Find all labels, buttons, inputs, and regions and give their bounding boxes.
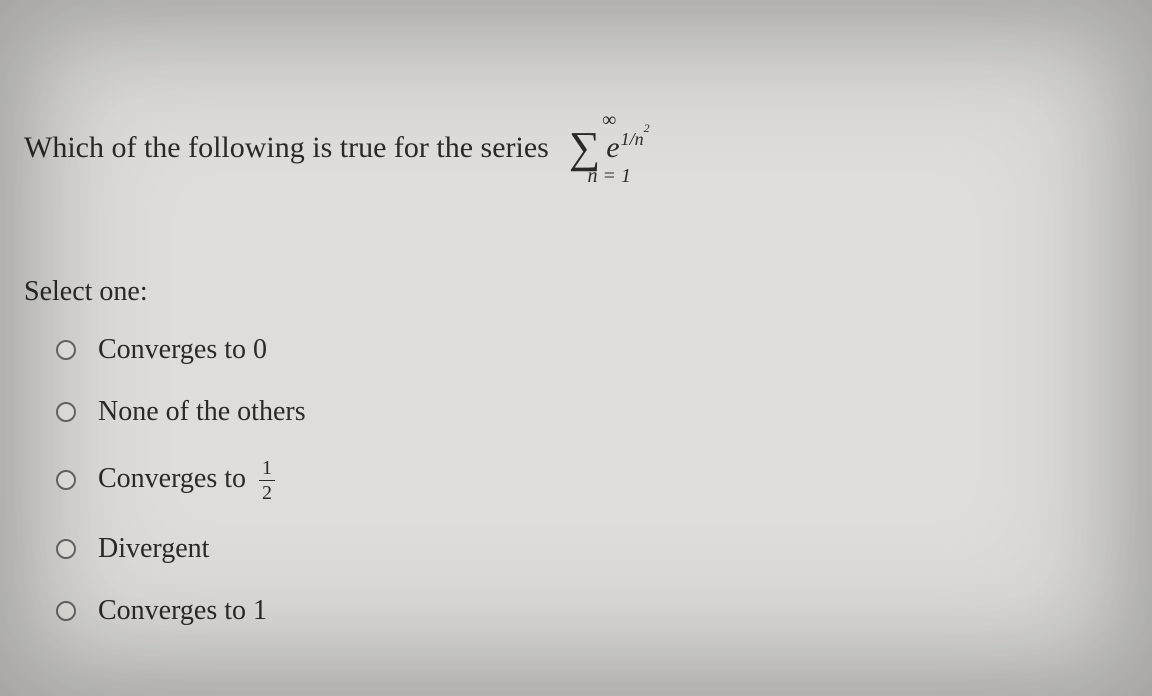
option-d[interactable]: Divergent xyxy=(56,533,1112,565)
option-a-label: Converges to 0 xyxy=(98,334,267,366)
select-one-label: Select one: xyxy=(24,276,1112,308)
option-d-label: Divergent xyxy=(98,533,209,565)
question-line: Which of the following is true for the s… xyxy=(24,110,1112,186)
sum-upper-limit: ∞ xyxy=(602,110,616,130)
option-a[interactable]: Converges to 0 xyxy=(56,334,1112,366)
sigma-symbol: ∑ xyxy=(569,128,600,168)
radio-b[interactable] xyxy=(56,402,76,422)
series-expression: ∞ ∑ e1/n2 n = 1 xyxy=(569,110,650,186)
option-b-label: None of the others xyxy=(98,396,306,428)
option-e[interactable]: Converges to 1 xyxy=(56,595,1112,627)
fraction-half: 1 2 xyxy=(259,458,275,503)
radio-c[interactable] xyxy=(56,470,76,490)
question-block: Which of the following is true for the s… xyxy=(24,110,1112,657)
options-list: Converges to 0 None of the others Conver… xyxy=(24,334,1112,627)
radio-a[interactable] xyxy=(56,340,76,360)
series-term: e1/n2 xyxy=(606,130,649,166)
sum-lower-limit: n = 1 xyxy=(587,166,631,186)
question-stem: Which of the following is true for the s… xyxy=(24,130,549,166)
option-c-label: Converges to 1 2 xyxy=(98,458,275,503)
radio-d[interactable] xyxy=(56,539,76,559)
radio-e[interactable] xyxy=(56,601,76,621)
option-e-label: Converges to 1 xyxy=(98,595,267,627)
option-b[interactable]: None of the others xyxy=(56,396,1112,428)
term-base: e xyxy=(606,131,619,164)
option-c[interactable]: Converges to 1 2 xyxy=(56,458,1112,503)
term-exponent: 1/n2 xyxy=(621,129,650,149)
